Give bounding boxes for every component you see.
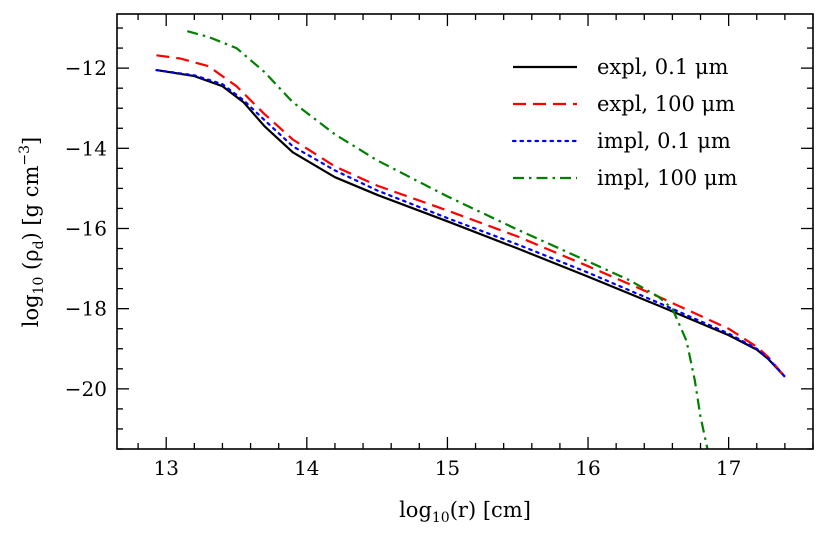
x-axis-label-func: log [399,498,432,522]
y-axis-label-func: log [19,294,43,327]
series-line-4 [187,30,709,449]
y-tick-label: −20 [65,377,107,401]
series-line-1 [156,69,786,378]
y-tick-label: −12 [65,56,107,80]
series-line-2 [156,54,786,378]
x-axis-label-arg: (r) [450,498,476,522]
y-tick-label: −16 [65,216,107,240]
x-axis-label-unit: [cm] [476,498,531,522]
y-axis-label-sub: 10 [31,277,47,295]
legend: expl, 0.1 μm expl, 100 μm impl, 0.1 μm impl… [511,55,738,190]
legend-label-3: impl, 0.1 μm [597,129,731,153]
data-series [155,30,787,449]
x-tick-label: 13 [153,456,178,480]
legend-label-2: expl, 100 μm [597,92,735,116]
plot-frame [116,13,814,450]
x-axis-label-sub: 10 [432,510,450,526]
y-tick-label: −18 [65,297,107,321]
y-axis-label-close: ] [19,137,43,145]
legend-label-4: impl, 100 μm [597,166,738,190]
tick-labels: 13 14 15 16 17 −12 −14 −16 −18 −20 [65,56,742,480]
y-axis-label-rho-sub: d [31,240,47,249]
y-axis-label-mid: ) [g cm [19,165,43,240]
y-tick-label: −14 [65,136,107,160]
y-axis-label-open: (ρ [19,249,43,276]
x-tick-label: 15 [435,456,460,480]
series-line-3 [155,68,787,378]
x-tick-label: 14 [294,456,319,480]
legend-label-1: expl, 0.1 μm [597,55,729,79]
x-axis-label: log10(r) [cm] [399,498,531,526]
x-tick-label: 16 [575,456,600,480]
x-tick-label: 17 [716,456,741,480]
axis-ticks [117,14,814,450]
y-axis-label: log10 (ρd) [g cm−3] [17,137,47,328]
y-axis-label-exp: −3 [17,145,33,166]
